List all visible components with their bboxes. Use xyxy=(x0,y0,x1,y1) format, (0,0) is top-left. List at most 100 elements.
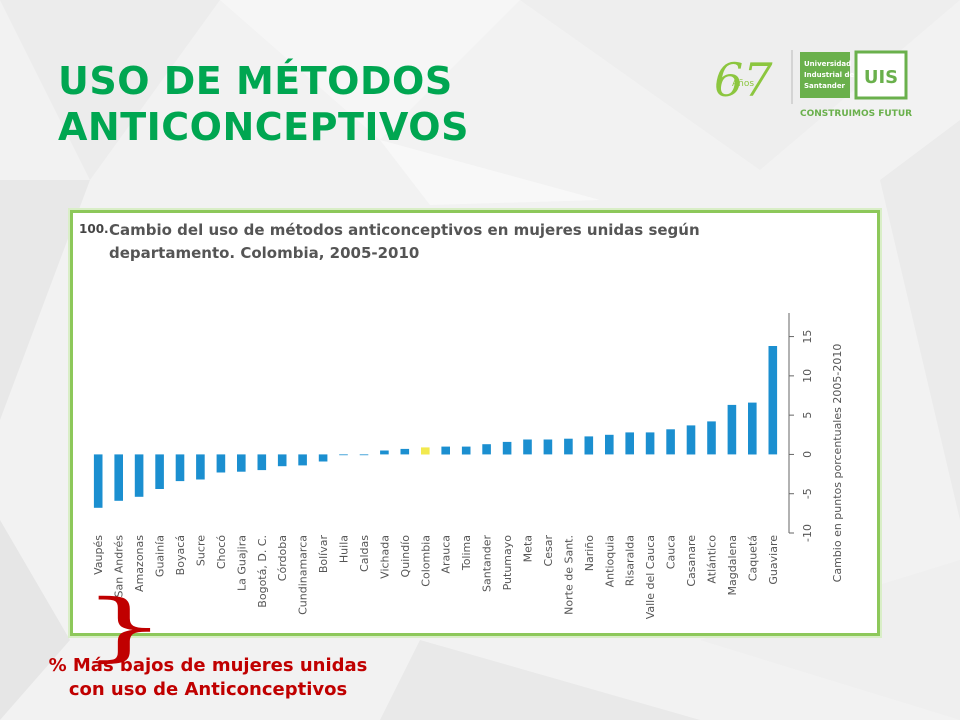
x-tick-label-tolima: Tolima xyxy=(460,535,473,571)
brace-marker: } xyxy=(82,590,167,664)
bar-casanare xyxy=(686,425,696,455)
bar-sucre xyxy=(196,454,205,480)
x-tick-label-atlantico: Atlántico xyxy=(706,535,719,584)
bar-valle-del-cauca xyxy=(645,432,655,455)
x-tick-label-cundinamarca: Cundinamarca xyxy=(297,535,310,615)
x-tick-label-narino: Nariño xyxy=(583,535,596,572)
bar-narino xyxy=(584,436,594,455)
x-tick-label-amazonas: Amazonas xyxy=(133,535,146,592)
x-axis-labels: Vaupés San Andrés Amazonas Guainía Boyacá Suc… xyxy=(92,535,780,620)
y-tick-label: 10 xyxy=(801,369,814,383)
x-tick-label-casanare: Casanare xyxy=(685,535,698,587)
y-tick-label: 0 xyxy=(801,451,814,458)
bar-arauca xyxy=(441,446,450,455)
x-tick-label-sucre: Sucre xyxy=(194,535,207,566)
bar-tolima xyxy=(461,446,471,455)
x-tick-label-caqueta: Caquetá xyxy=(746,535,759,581)
x-tick-label-choco: Chocó xyxy=(215,535,228,569)
bar-san-andres xyxy=(114,454,123,501)
university-name-line-1: Universidad xyxy=(804,60,851,68)
x-tick-label-antioquia: Antioquia xyxy=(603,535,616,587)
bar-bogota-d-c xyxy=(257,454,267,471)
x-tick-label-huila: Huila xyxy=(338,535,351,563)
x-tick-label-putumayo: Putumayo xyxy=(501,535,514,591)
x-tick-label-la-guajira: La Guajira xyxy=(235,535,248,591)
chart-title-line-2: departamento. Colombia, 2005-2010 xyxy=(109,244,419,262)
x-tick-label-risaralda: Risaralda xyxy=(624,535,637,586)
y-tick-label: 15 xyxy=(801,330,814,344)
x-tick-label-guainia: Guainía xyxy=(154,535,167,577)
bar-risaralda xyxy=(625,432,634,455)
anniversary-word: Años xyxy=(732,79,754,89)
x-tick-label-colombia: Colombia xyxy=(419,535,432,587)
university-name-line-3: Santander xyxy=(804,82,846,90)
x-tick-label-cauca: Cauca xyxy=(665,535,678,569)
bar-vaupes xyxy=(93,454,103,508)
bar-vichada xyxy=(380,450,389,455)
bar-magdalena xyxy=(727,404,737,455)
x-tick-label-san-andres: San Andrés xyxy=(113,535,126,598)
slide-title-line-2: ANTICONCEPTIVOS xyxy=(58,105,469,149)
x-tick-label-santander: Santander xyxy=(481,535,494,592)
x-tick-label-bogota-d-c: Bogotá, D. C. xyxy=(256,535,269,608)
university-name-box xyxy=(800,52,850,98)
bar-santander xyxy=(482,444,491,455)
y-axis: -10 -5 0 5 10 15 xyxy=(788,313,814,542)
bar-cordoba xyxy=(277,454,287,467)
slide-title: USO DE MÉTODOS ANTICONCEPTIVOS xyxy=(58,58,469,150)
annotation-line-2: con uso de Anticonceptivos xyxy=(68,679,348,700)
bar-norte-de-sant xyxy=(564,438,573,455)
bar-antioquia xyxy=(605,434,614,455)
bar-colombia xyxy=(421,447,430,455)
bar-caqueta xyxy=(748,402,757,455)
bar-choco xyxy=(216,454,226,473)
y-axis-label: Cambio en puntos porcentuales 2005-2010 xyxy=(831,344,844,583)
university-slogan: CONSTRUIMOS FUTURO xyxy=(800,109,912,119)
y-tick-label: 5 xyxy=(801,412,814,419)
bar-quindio xyxy=(400,448,410,455)
y-tick-label: -5 xyxy=(801,488,814,499)
figure-number: 100. xyxy=(79,222,109,236)
bar-amazonas xyxy=(134,454,144,497)
uis-emblem-text: UIS xyxy=(864,67,898,88)
bar-meta xyxy=(523,439,532,455)
bar-chart: 100. Cambio del uso de métodos anticonce… xyxy=(79,221,844,620)
x-tick-label-valle-del-cauca: Valle del Cauca xyxy=(644,535,657,619)
bar-cundinamarca xyxy=(298,454,307,466)
bar-la-guajira xyxy=(237,454,246,472)
x-tick-label-bolivar: Bolívar xyxy=(317,535,330,574)
x-tick-label-arauca: Arauca xyxy=(440,535,453,574)
x-tick-label-guaviare: Guaviare xyxy=(767,535,780,585)
bar-putumayo xyxy=(502,441,512,455)
x-tick-label-quindio: Quindío xyxy=(399,535,412,578)
university-name-line-2: Industrial de xyxy=(804,71,855,79)
annotation-line-1: % Más bajos de mujeres unidas xyxy=(48,655,368,676)
x-tick-label-boyaca: Boyacá xyxy=(174,535,187,575)
chart-title-line-1: Cambio del uso de métodos anticonceptivo… xyxy=(109,221,700,239)
anniversary-number: 67 xyxy=(714,53,773,107)
x-tick-label-cesar: Cesar xyxy=(542,535,555,567)
bar-caldas xyxy=(359,454,369,456)
bar-series xyxy=(93,346,778,508)
x-tick-label-cordoba: Córdoba xyxy=(276,535,289,581)
bar-atlantico xyxy=(707,421,716,455)
bar-cauca xyxy=(666,429,675,455)
annotation-note: % Más bajos de mujeres unidas con uso de… xyxy=(8,654,408,702)
x-tick-label-caldas: Caldas xyxy=(358,535,371,572)
bar-cesar xyxy=(543,439,553,455)
x-tick-label-norte-de-sant: Norte de Sant. xyxy=(562,535,575,615)
bar-guaviare xyxy=(768,346,778,455)
slide-title-line-1: USO DE MÉTODOS xyxy=(58,59,453,103)
brace-glyph: } xyxy=(82,584,167,670)
x-tick-label-vichada: Vichada xyxy=(378,535,391,579)
bar-bolivar xyxy=(318,454,328,462)
uis-emblem xyxy=(854,50,908,100)
y-tick-label: -10 xyxy=(801,524,814,542)
x-tick-label-vaupes: Vaupés xyxy=(92,535,105,575)
bar-boyaca xyxy=(175,454,185,482)
anniversary-67-logo: 67 Años xyxy=(714,53,773,107)
bar-huila xyxy=(339,454,348,456)
x-tick-label-meta: Meta xyxy=(522,535,535,562)
bar-guainia xyxy=(155,454,164,489)
